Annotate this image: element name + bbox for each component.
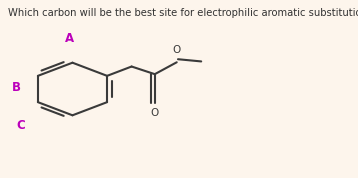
- Text: A: A: [66, 32, 74, 45]
- Text: Which carbon will be the best site for electrophilic aromatic substitution?: Which carbon will be the best site for e…: [8, 7, 358, 18]
- Text: C: C: [17, 119, 25, 132]
- Text: B: B: [11, 81, 20, 94]
- Text: O: O: [151, 108, 159, 118]
- Text: O: O: [173, 45, 181, 55]
